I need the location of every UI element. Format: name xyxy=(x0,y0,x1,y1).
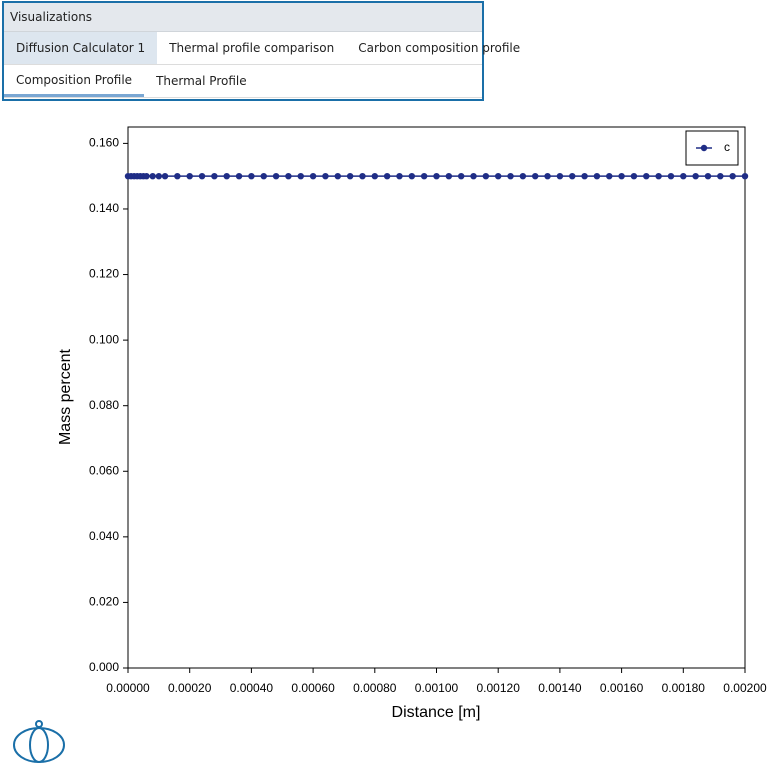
legend-marker xyxy=(700,144,708,152)
data-point xyxy=(470,172,477,180)
data-point xyxy=(606,172,613,180)
data-point xyxy=(544,172,551,180)
data-point xyxy=(161,172,169,180)
data-point xyxy=(174,172,181,180)
x-tick-label: 0.00080 xyxy=(353,681,397,695)
data-point xyxy=(630,172,638,180)
data-point xyxy=(667,172,675,180)
data-point xyxy=(420,172,428,180)
data-point xyxy=(223,172,230,180)
tab[interactable]: Thermal profile comparison xyxy=(169,41,335,55)
data-point xyxy=(655,172,662,180)
data-point xyxy=(593,172,601,180)
data-point xyxy=(556,172,564,180)
logo xyxy=(13,720,65,763)
data-point xyxy=(445,172,453,180)
plot-frame xyxy=(127,126,746,669)
data-point xyxy=(235,172,243,180)
legend-label: c xyxy=(724,140,730,154)
data-point xyxy=(248,172,255,180)
data-point xyxy=(433,172,440,180)
data-point xyxy=(334,172,341,180)
y-axis-label: Mass percent xyxy=(57,348,74,445)
data-point xyxy=(618,172,625,180)
data-point xyxy=(383,172,391,180)
x-tick-label: 0.00000 xyxy=(106,681,150,695)
data-point xyxy=(260,172,267,180)
data-point xyxy=(569,172,576,180)
y-tick-label: 0.000 xyxy=(89,660,119,674)
tab-row: Diffusion Calculator 1 Thermal profile c… xyxy=(4,32,520,65)
y-tick-label: 0.020 xyxy=(89,595,119,609)
data-point xyxy=(717,172,724,180)
data-point xyxy=(532,172,539,180)
y-tick-label: 0.140 xyxy=(89,201,119,215)
x-tick-label: 0.00180 xyxy=(662,681,706,695)
data-point xyxy=(198,172,206,180)
x-tick-label: 0.00060 xyxy=(291,681,335,695)
x-tick-label: 0.00160 xyxy=(600,681,644,695)
data-point xyxy=(408,172,416,180)
data-point xyxy=(519,172,527,180)
y-tick-label: 0.160 xyxy=(89,136,119,150)
panel-title: Visualizations xyxy=(4,3,482,32)
data-point xyxy=(495,172,502,180)
data-point xyxy=(297,172,304,180)
data-point xyxy=(272,172,280,180)
y-tick-label: 0.120 xyxy=(89,267,119,281)
data-point xyxy=(457,172,465,180)
data-point xyxy=(143,172,150,180)
data-point xyxy=(346,172,354,180)
data-point xyxy=(371,172,378,180)
y-tick-label: 0.100 xyxy=(89,332,119,346)
data-point xyxy=(309,172,317,180)
x-tick-label: 0.00040 xyxy=(230,681,274,695)
data-point xyxy=(507,172,514,180)
y-tick-label: 0.080 xyxy=(89,398,119,412)
data-point xyxy=(211,172,218,180)
data-point xyxy=(359,172,366,180)
x-tick-label: 0.00120 xyxy=(477,681,521,695)
data-point xyxy=(729,172,736,180)
x-tick-label: 0.00100 xyxy=(415,681,459,695)
data-point xyxy=(692,172,699,180)
data-point xyxy=(322,172,329,180)
visualizations-panel: Visualizations Diffusion Calculator 1 Th… xyxy=(2,1,520,101)
y-tick-label: 0.060 xyxy=(89,463,119,477)
data-point xyxy=(704,172,712,180)
data-point xyxy=(581,172,588,180)
subtab-row: Composition Profile Thermal Profile xyxy=(4,65,482,98)
x-axis-label: Distance [m] xyxy=(392,704,481,721)
data-point xyxy=(396,172,403,180)
data-point xyxy=(149,172,156,180)
tab[interactable]: Diffusion Calculator 1 xyxy=(4,32,158,64)
subtab[interactable]: Thermal Profile xyxy=(156,74,247,88)
x-tick-label: 0.00020 xyxy=(168,681,212,695)
y-tick-label: 0.040 xyxy=(89,529,119,543)
subtab[interactable]: Composition Profile xyxy=(4,65,145,97)
x-tick-label: 0.00140 xyxy=(538,681,582,695)
data-point xyxy=(482,172,490,180)
data-point xyxy=(643,172,650,180)
data-point xyxy=(285,172,292,180)
x-tick-label: 0.00200 xyxy=(723,681,767,695)
data-point xyxy=(186,172,193,180)
data-point xyxy=(741,172,749,180)
tab[interactable]: Carbon composition profile xyxy=(358,41,521,55)
data-point xyxy=(680,172,687,180)
data-point xyxy=(155,172,163,180)
